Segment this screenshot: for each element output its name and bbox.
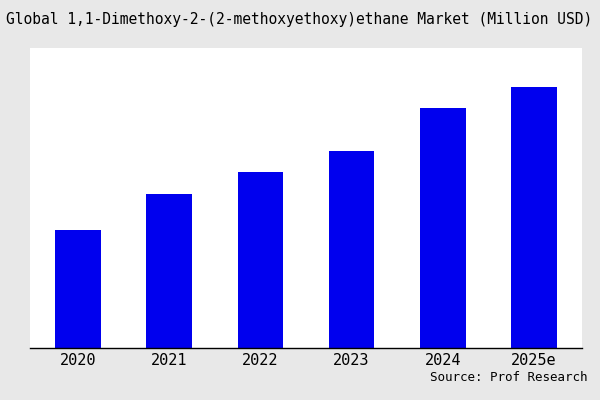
Bar bbox=[329, 151, 374, 348]
Bar bbox=[146, 194, 192, 348]
Text: Source: Prof Research: Source: Prof Research bbox=[431, 371, 588, 384]
Bar bbox=[420, 108, 466, 348]
Bar bbox=[55, 230, 101, 348]
Bar bbox=[238, 172, 283, 348]
Text: Global 1,1-Dimethoxy-2-(2-methoxyethoxy)ethane Market (Million USD): Global 1,1-Dimethoxy-2-(2-methoxyethoxy)… bbox=[6, 12, 592, 27]
Bar bbox=[511, 86, 557, 348]
